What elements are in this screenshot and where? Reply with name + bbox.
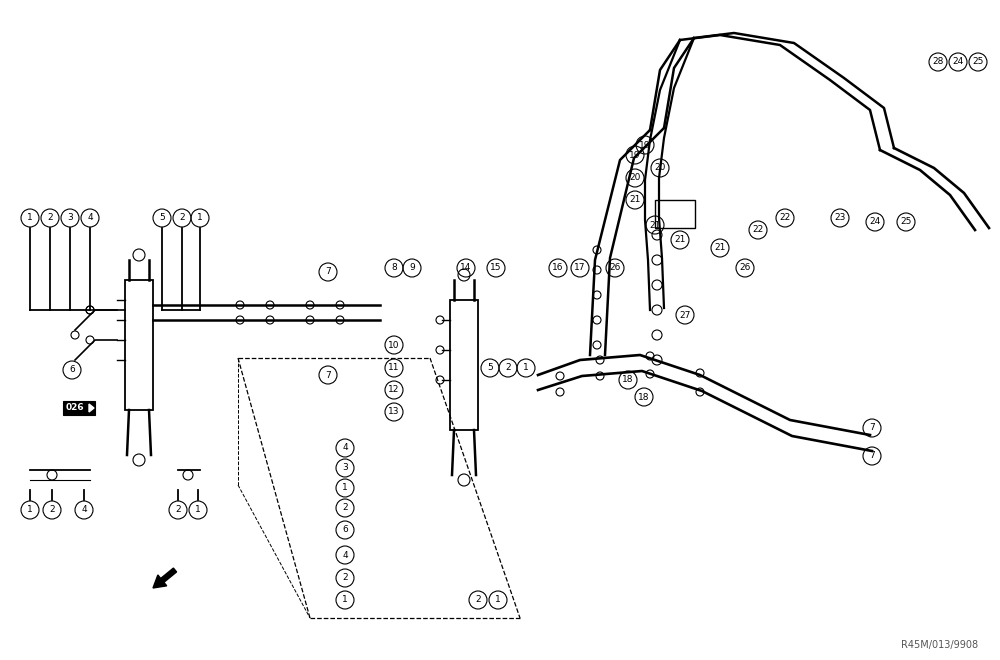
Text: 026: 026 [66,403,84,412]
Text: 1: 1 [342,484,348,492]
Text: 19: 19 [629,150,641,160]
Text: 28: 28 [932,57,944,67]
Text: 20: 20 [629,174,641,183]
Bar [655,200,695,228]
Text: 11: 11 [388,364,400,372]
Text: 23: 23 [834,213,846,222]
Text: 3: 3 [67,213,73,222]
Text: 1: 1 [27,213,33,222]
Text: 2: 2 [342,574,348,583]
Text: 22: 22 [752,226,764,234]
Text: 20: 20 [654,164,666,172]
Text: 8: 8 [391,263,397,273]
Text: 5: 5 [487,364,493,372]
Text: 10: 10 [388,341,400,350]
Text: 24: 24 [952,57,964,67]
Text: 15: 15 [490,263,502,273]
Text: 22: 22 [779,213,791,222]
Text: 13: 13 [388,407,400,416]
Text: 26: 26 [739,263,751,273]
Text: 27: 27 [679,310,691,319]
Text: 17: 17 [574,263,586,273]
Text: 2: 2 [475,595,481,605]
Text: 1: 1 [523,364,529,372]
Text: 1: 1 [27,506,33,515]
Text: 2: 2 [47,213,53,222]
Text: 7: 7 [869,424,875,432]
Text: 4: 4 [342,444,348,453]
Text: 5: 5 [159,213,165,222]
Text: 16: 16 [552,263,564,273]
Polygon shape [89,404,94,412]
Text: 1: 1 [495,595,501,605]
Text: 1: 1 [197,213,203,222]
Text: 14: 14 [460,263,472,273]
Text: 9: 9 [409,263,415,273]
Text: 4: 4 [81,506,87,515]
Text: 2: 2 [179,213,185,222]
Text: 24: 24 [869,218,881,226]
Text: 21: 21 [674,236,686,244]
Text: 6: 6 [342,525,348,535]
Text: 2: 2 [175,506,181,515]
Text: 2: 2 [342,504,348,513]
Text: 2: 2 [49,506,55,515]
Text: 7: 7 [325,370,331,380]
Text: 26: 26 [609,263,621,273]
Text: 21: 21 [649,220,661,230]
Text: 25: 25 [972,57,984,67]
Text: 19: 19 [639,141,651,150]
Text: 3: 3 [342,463,348,473]
Text: 21: 21 [629,195,641,205]
Text: 25: 25 [900,218,912,226]
Text: 4: 4 [342,550,348,560]
Text: 2: 2 [505,364,511,372]
Text: 21: 21 [714,244,726,253]
FancyArrow shape [153,568,177,588]
Text: 12: 12 [388,385,400,395]
Bar [450,300,478,430]
Text: 7: 7 [869,451,875,461]
Text: 18: 18 [638,393,650,401]
Text: 1: 1 [195,506,201,515]
Bar [125,280,153,410]
Text: 6: 6 [69,366,75,374]
Text: 18: 18 [622,376,634,385]
Text: 4: 4 [87,213,93,222]
Text: 7: 7 [325,267,331,277]
Text: R45M/013/9908: R45M/013/9908 [901,640,978,650]
Text: 1: 1 [342,595,348,605]
Bar [63,401,95,415]
